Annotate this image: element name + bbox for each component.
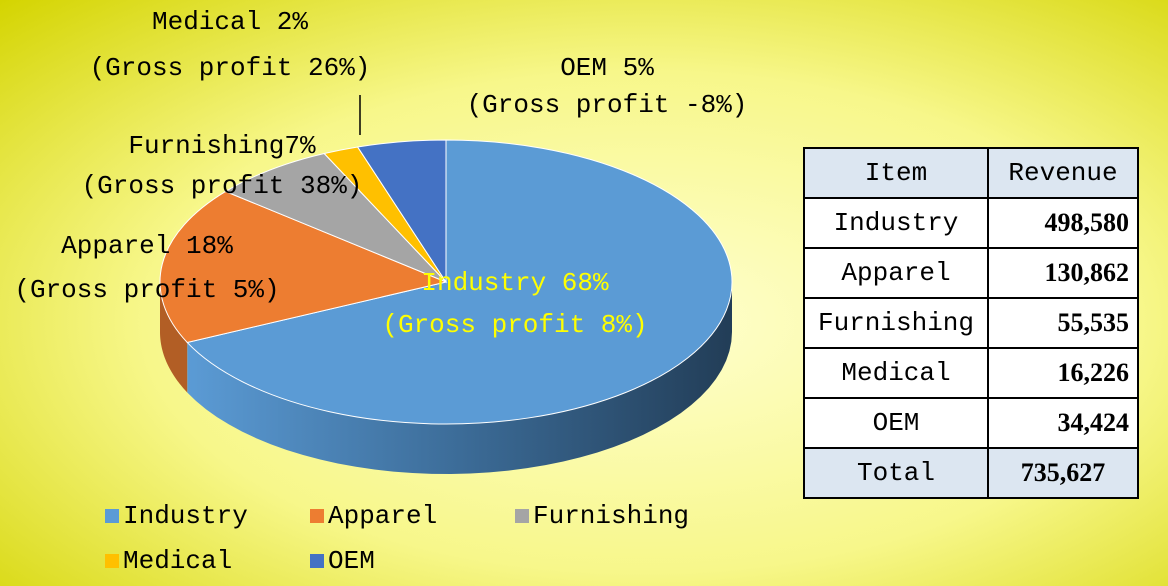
gross-profit-label: (Gross profit 8%) [382, 310, 647, 340]
pie-slice [186, 139, 733, 425]
gross-profit-label: (Gross profit 5%) [14, 275, 279, 305]
legend-swatch [310, 509, 324, 523]
table-row: Medical 16,226 [803, 347, 1139, 399]
legend-label: Industry [123, 501, 248, 531]
legend-swatch [105, 509, 119, 523]
legend-label: Apparel [328, 501, 437, 531]
table-cell: 498,580 [987, 197, 1139, 249]
table-row: Furnishing 55,535 [803, 297, 1139, 349]
table-cell: Total [803, 447, 989, 499]
table-row: Apparel 130,862 [803, 247, 1139, 299]
header-cell: Item [803, 147, 989, 199]
table-cell: 55,535 [987, 297, 1139, 349]
table-cell: OEM [803, 397, 989, 449]
gross-profit-label: (Gross profit -8%) [467, 90, 748, 120]
data-label: Industry 68% [421, 268, 609, 298]
data-label: Apparel 18% [61, 231, 233, 261]
table-cell: 16,226 [987, 347, 1139, 399]
table-cell: 735,627 [987, 447, 1139, 499]
table-row: Industry 498,580 [803, 197, 1139, 249]
data-label: Furnishing7% [128, 131, 316, 161]
legend-label: Medical [123, 546, 232, 576]
legend-swatch [515, 509, 529, 523]
table-cell: Apparel [803, 247, 989, 299]
legend-label: Furnishing [533, 501, 689, 531]
table-cell: 34,424 [987, 397, 1139, 449]
legend-label: OEM [328, 546, 375, 576]
chart: Industry 68% (Gross profit 8%) Apparel 18%… [14, 7, 748, 576]
pie-slice [159, 190, 448, 344]
data-label: OEM 5% [560, 53, 654, 83]
legend-swatch [105, 554, 119, 568]
table-cell: Industry [803, 197, 989, 249]
table-row: OEM 34,424 [803, 397, 1139, 449]
pie-side [187, 282, 732, 474]
table-row: Total 735,627 [803, 447, 1139, 499]
table-cell: 130,862 [987, 247, 1139, 299]
revenue-table: Item Revenue Industry 498,580 Apparel 130,862… [803, 147, 1139, 499]
gross-profit-label: (Gross profit 26%) [90, 53, 371, 83]
table-header-row: Item Revenue [803, 147, 1139, 199]
header-cell: Revenue [987, 147, 1139, 199]
table-cell: Medical [803, 347, 989, 399]
gross-profit-label: (Gross profit 38%) [82, 171, 363, 201]
pie-slice [356, 139, 447, 284]
pie-side [160, 282, 188, 393]
data-label: Medical 2% [152, 7, 308, 37]
table-cell: Furnishing [803, 297, 989, 349]
pie-slice [224, 152, 447, 283]
legend-swatch [310, 554, 324, 568]
